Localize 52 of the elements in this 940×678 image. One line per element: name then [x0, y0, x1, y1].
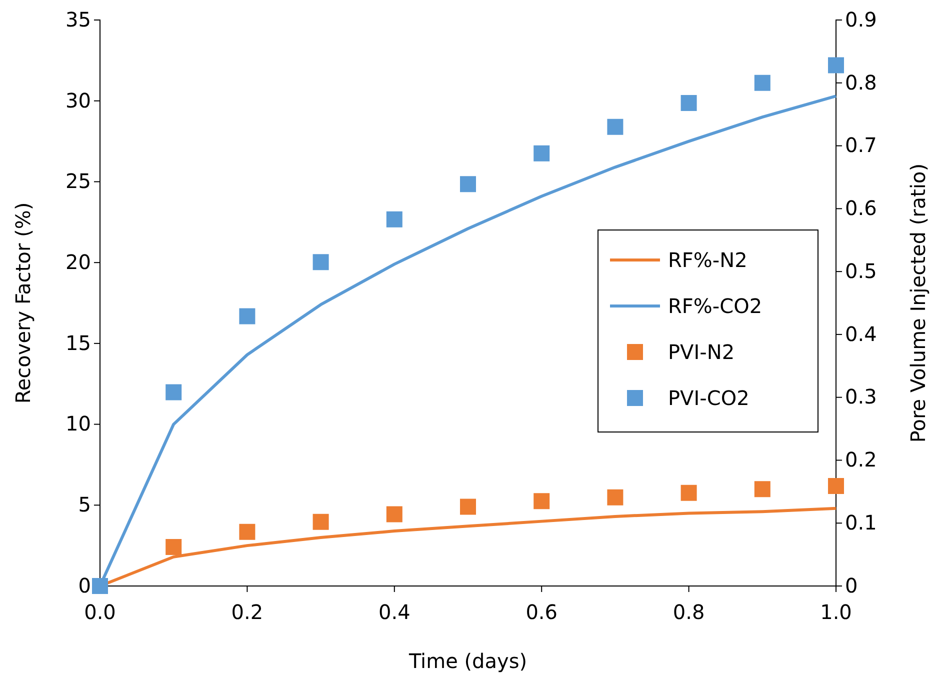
y2-tick-label: 0.9 — [845, 7, 877, 32]
y2-axis-title: Pore Volume Injected (ratio) — [906, 163, 930, 443]
y-tick-label: 35 — [66, 7, 91, 32]
y2-tick-label: 0 — [845, 573, 858, 598]
point — [166, 384, 182, 400]
y-tick-label: 0 — [78, 573, 91, 598]
y-axis-title: Recovery Factor (%) — [11, 202, 35, 404]
legend-label: PVI-CO2 — [668, 386, 750, 410]
y-tick-label: 30 — [66, 88, 91, 112]
point — [239, 308, 256, 324]
point — [607, 489, 624, 506]
y2-tick-label: 0.2 — [845, 448, 877, 472]
x-tick-label: 0.4 — [378, 600, 410, 624]
x-tick-label: 0.2 — [231, 600, 264, 624]
point — [680, 95, 697, 112]
point — [239, 524, 256, 540]
y-tick-label: 10 — [66, 412, 91, 436]
point — [534, 145, 550, 162]
point — [386, 211, 402, 228]
y-tick-label: 5 — [78, 492, 91, 517]
point — [680, 484, 697, 501]
point — [607, 118, 624, 135]
point — [460, 498, 476, 515]
point — [92, 578, 108, 594]
x-tick-label: 0.6 — [526, 600, 558, 624]
y2-tick-label: 0.8 — [845, 70, 877, 94]
y-tick-label: 25 — [66, 169, 91, 194]
x-tick-label: 1.0 — [820, 600, 852, 624]
point — [166, 539, 182, 556]
point — [386, 506, 402, 522]
point — [828, 478, 844, 494]
point — [754, 74, 770, 91]
y2-tick-label: 0.7 — [845, 133, 877, 158]
point — [754, 481, 770, 498]
y-tick-label: 15 — [66, 330, 91, 355]
point — [312, 514, 329, 530]
x-tick-label: 0.0 — [84, 600, 116, 624]
y2-tick-label: 0.6 — [845, 196, 877, 220]
point — [460, 176, 476, 192]
legend-label: RF%-N2 — [668, 248, 748, 272]
point — [828, 57, 844, 74]
y2-tick-label: 0.1 — [845, 510, 877, 535]
x-tick-label: 0.8 — [672, 600, 705, 624]
y-tick-label: 20 — [66, 250, 91, 274]
y2-tick-label: 0.5 — [845, 258, 877, 283]
legend-label: RF%-CO2 — [668, 294, 762, 318]
y2-tick-label: 0.3 — [845, 384, 877, 409]
y2-tick-label: 0.4 — [845, 322, 877, 346]
legend-label: PVI-N2 — [668, 340, 735, 364]
point — [534, 493, 550, 510]
point — [312, 254, 329, 270]
x-axis-title: Time (days) — [408, 649, 528, 673]
